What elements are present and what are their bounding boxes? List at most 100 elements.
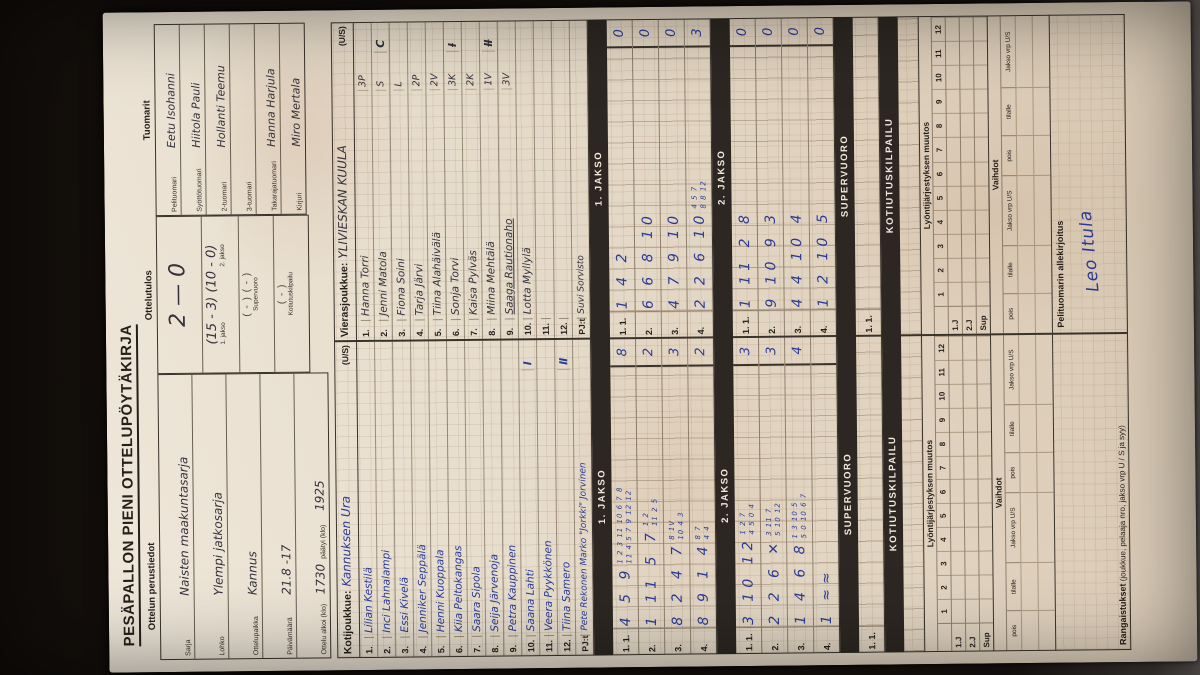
- referees-section: Tuomarit Pelituomari Eetu Isohanni Syött…: [139, 22, 327, 217]
- player-name-handwritten: Veera Pyykkönen: [541, 540, 555, 632]
- row-label: [938, 622, 952, 651]
- row-label: 1.J: [952, 622, 966, 651]
- player-position: 1V: [483, 51, 495, 90]
- row-total-handwritten: 0: [781, 18, 807, 47]
- score-sequence-handwritten: 4 5 9: [616, 565, 634, 627]
- home-pjt-row: PJ:t Pete Rekonen Marko "Jorkki" Jorvinen: [573, 340, 593, 655]
- col-5: 5: [936, 503, 951, 528]
- empty-cell: [1017, 174, 1035, 246]
- col-1: 1: [934, 281, 948, 307]
- empty-cell: [978, 431, 992, 456]
- player-number: 7.: [468, 318, 479, 339]
- substitution-row: [1018, 334, 1039, 651]
- substitution-row: [1034, 334, 1056, 650]
- field-label: Lohko: [219, 636, 227, 656]
- score-sequence-handwritten: 1 4 2: [613, 248, 631, 310]
- col-tilalle: tilalle: [1006, 562, 1021, 611]
- player-name-handwritten: Inci Lahnalampi: [379, 549, 393, 633]
- row-total-handwritten: 4: [785, 337, 811, 366]
- empty-cell: [951, 574, 965, 599]
- col-7: 7: [936, 455, 950, 480]
- score-row-number: 1. 1.: [855, 308, 881, 335]
- player-name-handwritten: Petra Kauppinen: [505, 544, 519, 632]
- player-position: 2K: [465, 51, 477, 90]
- batting-order-change-away: Lyöntijärjestyksen muutos 1 2 3 4 5 6 7 8 9 10 11 1…: [919, 16, 990, 335]
- empty-cell: [964, 479, 978, 504]
- table-row: Sarja Naisten maakuntasarja: [158, 374, 196, 660]
- kotiutuskilpailu-label-away: KOTIUTUSKILPAILU: [883, 117, 896, 234]
- score-row: [897, 17, 921, 335]
- player-name-handwritten: Kaisa Pylväs: [466, 250, 480, 315]
- player-name-handwritten: Essi Kivelä: [397, 576, 411, 633]
- table-row: Takarajatuomari Hanna Harjula: [254, 23, 282, 215]
- jakso1-label-home: 1. JAKSO: [596, 468, 608, 525]
- col-7: 7: [932, 137, 947, 162]
- empty-cell: [946, 113, 960, 138]
- score-row-number: 2.: [639, 627, 665, 655]
- col-pois: pois: [1005, 452, 1020, 493]
- player-name-handwritten: Hanna Torri: [358, 255, 372, 317]
- player-name-handwritten: Fiona Soini: [394, 258, 408, 316]
- field-label: Pelituomari: [171, 176, 179, 213]
- pjt-label: PJ:t: [576, 317, 587, 338]
- col-2: 2: [937, 575, 951, 600]
- match-info-section: Ottelun perustiedot Sarja Naisten maakun…: [142, 372, 332, 661]
- score-sequence-handwritten: 9 10 9 3: [762, 209, 780, 308]
- row-total-handwritten: 3: [684, 19, 710, 48]
- player-name-handwritten: Miina Mehtälä: [484, 241, 498, 315]
- penalties-area: Rangaistukset (joukkue, pelaaja nro, jak…: [1052, 332, 1131, 650]
- col-6: 6: [936, 479, 950, 504]
- field-value-handwritten: Hiitola Pauli: [189, 82, 203, 148]
- score-small-line1: 4 5 7: [690, 185, 700, 209]
- col-jakso-vrp: Jakso vrp U/S: [1002, 175, 1018, 246]
- match-result-heading: Ottelutulos: [143, 270, 155, 321]
- final-score-handwritten: 2 — 0: [156, 216, 204, 374]
- player-number: 4.: [417, 636, 428, 657]
- supervuoro-label: Supervuoro: [252, 277, 260, 311]
- player-name-handwritten: [543, 89, 545, 318]
- referees-table: Pelituomari Eetu Isohanni Syöttötuomari …: [153, 22, 307, 217]
- player-number: 9.: [507, 635, 518, 656]
- field-label: Syöttötuomari: [196, 168, 204, 212]
- empty-cell: [945, 16, 959, 42]
- score-cells: 9 10 9 3: [755, 46, 784, 310]
- field-value-handwritten: Ylempi jatkosarja: [210, 492, 226, 596]
- score-row-number: 2.: [635, 310, 661, 338]
- empty-cell: [974, 88, 988, 113]
- kotiutuskilpailu-label: Kotiutuskilpailu: [287, 272, 295, 316]
- score-row: 1. 1. 1 4 2 0: [606, 20, 637, 338]
- kotiutuskilpailu-label-home: KOTIUTUSKILPAILU: [887, 435, 900, 552]
- player-name-handwritten: Henni Kuoppala: [433, 549, 447, 633]
- table-row: Ottelu alkoi (klo) 1730 päätyi (klo) 192…: [294, 373, 330, 657]
- empty-cell: [973, 40, 988, 65]
- home-team-label: Kotijoukkue:: [341, 590, 355, 655]
- player-mark: Ⅰ: [521, 340, 535, 371]
- empty-cell: [977, 359, 991, 384]
- period-scores-handwritten: (15 - 3) (10 - 0): [204, 244, 221, 345]
- player-number: 7.: [471, 635, 482, 656]
- row-total-handwritten: 3: [662, 338, 688, 367]
- empty-cell: [949, 383, 963, 408]
- empty-cell: [961, 233, 976, 258]
- empty-cell: [974, 136, 989, 162]
- empty-cell: [949, 335, 963, 360]
- empty-cell: [975, 233, 990, 258]
- substitution-row: [1031, 15, 1052, 333]
- row-label: 2.J: [962, 305, 976, 334]
- field-label: 3-tuomari: [246, 181, 254, 212]
- jakso2-label-away: 2. JAKSO: [716, 149, 728, 205]
- empty-cell: [947, 233, 962, 258]
- empty-cell: [965, 598, 980, 623]
- empty-cell: [975, 185, 989, 210]
- empty-cell: [949, 407, 964, 432]
- empty-cell: [947, 161, 961, 186]
- player-number: 11.: [540, 318, 551, 339]
- kotiutuskilpailu-away-row: [897, 17, 921, 335]
